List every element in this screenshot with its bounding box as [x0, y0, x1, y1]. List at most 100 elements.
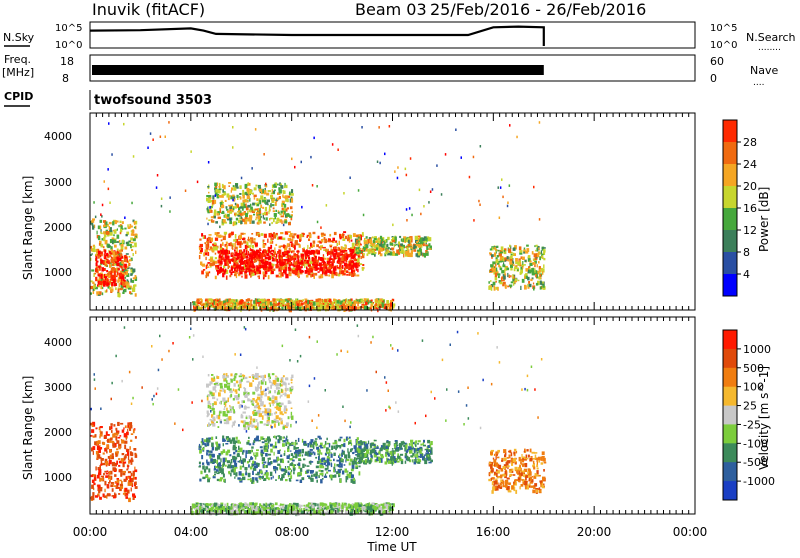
heatmap-cell	[337, 149, 339, 152]
heatmap-cell	[496, 268, 497, 272]
heatmap-cell	[339, 234, 341, 238]
heatmap-cell	[317, 453, 318, 455]
nave-label: Nave	[750, 64, 778, 77]
heatmap-cell	[225, 254, 227, 258]
heatmap-cell	[291, 442, 294, 444]
heatmap-cell	[329, 234, 331, 237]
heatmap-cell	[500, 268, 503, 271]
heatmap-cell	[336, 272, 338, 276]
heatmap-cell	[238, 384, 239, 386]
heatmap-cell	[445, 153, 447, 156]
heatmap-cell	[119, 446, 121, 449]
power-colorbar-label: Power [dB]	[757, 187, 771, 252]
heatmap-cell	[340, 479, 342, 484]
heatmap-cell	[539, 270, 541, 273]
heatmap-cell	[219, 306, 222, 308]
heatmap-cell	[234, 383, 236, 387]
heatmap-cell	[276, 384, 278, 386]
heatmap-cell	[112, 445, 115, 448]
heatmap-cell	[120, 288, 123, 290]
heatmap-cell	[218, 426, 220, 428]
heatmap-cell	[257, 439, 258, 442]
heatmap-cell	[314, 269, 316, 271]
heatmap-cell	[353, 478, 355, 481]
heatmap-cell	[263, 271, 265, 274]
heatmap-cell	[268, 251, 271, 253]
heatmap-cell	[271, 250, 274, 252]
heatmap-cell	[254, 195, 257, 198]
heatmap-cell	[252, 411, 254, 414]
heatmap-cell	[252, 461, 254, 464]
heatmap-cell	[294, 300, 295, 304]
heatmap-cell	[428, 201, 430, 204]
heatmap-cell	[304, 442, 307, 444]
heatmap-cell	[289, 264, 291, 266]
heatmap-cell	[517, 269, 519, 271]
heatmap-cell	[297, 269, 298, 272]
heatmap-cell	[224, 479, 225, 481]
heatmap-cell	[275, 376, 276, 378]
heatmap-cell	[321, 470, 324, 472]
heatmap-cell	[205, 301, 207, 303]
heatmap-cell	[276, 436, 278, 440]
heatmap-cell	[273, 234, 276, 238]
heatmap-cell	[327, 307, 329, 311]
heatmap-cell	[503, 257, 505, 261]
heatmap-cell	[362, 268, 364, 271]
heatmap-cell	[350, 261, 352, 263]
heatmap-cell	[242, 195, 245, 199]
heatmap-cell	[112, 462, 115, 467]
heatmap-cell	[268, 266, 271, 268]
heatmap-cell	[340, 437, 343, 439]
heatmap-cell	[339, 241, 341, 245]
heatmap-cell	[265, 183, 267, 186]
heatmap-cell	[317, 253, 319, 255]
heatmap-cell	[275, 304, 278, 307]
heatmap-cell	[302, 454, 303, 456]
heatmap-cell	[225, 443, 228, 445]
heatmap-cell	[312, 451, 314, 453]
heatmap-cell	[220, 202, 223, 204]
heatmap-cell	[110, 259, 113, 263]
heatmap-cell	[317, 268, 318, 270]
heatmap-cell	[111, 275, 113, 277]
heatmap-cell	[227, 260, 229, 264]
heatmap-cell	[334, 232, 337, 235]
heatmap-cell	[102, 463, 105, 465]
heatmap-cell	[327, 458, 330, 462]
heatmap-cell	[250, 466, 253, 469]
heatmap-cell	[207, 208, 208, 211]
heatmap-cell	[255, 474, 258, 476]
heatmap-cell	[276, 218, 279, 221]
heatmap-cell	[501, 246, 504, 250]
heatmap-cell	[297, 447, 299, 449]
heatmap-cell	[95, 216, 97, 219]
heatmap-cell	[295, 440, 297, 442]
heatmap-cell	[233, 222, 235, 226]
heatmap-cell	[92, 492, 94, 496]
heatmap-cell	[291, 239, 293, 242]
heatmap-cell	[326, 472, 328, 474]
heatmap-cell	[199, 479, 201, 482]
heatmap-cell	[342, 471, 344, 475]
heatmap-cell	[268, 301, 269, 305]
heatmap-cell	[230, 373, 232, 376]
heatmap-cell	[114, 283, 117, 286]
nsearch-legend: ........	[758, 43, 781, 53]
heatmap-cell	[316, 447, 319, 450]
heatmap-cell	[295, 299, 297, 302]
heatmap-cell	[270, 253, 273, 255]
heatmap-cell	[516, 136, 518, 139]
heatmap-cell	[249, 302, 251, 306]
heatmap-cell	[110, 423, 112, 426]
heatmap-cell	[331, 446, 333, 451]
heatmap-cell	[122, 473, 125, 476]
heatmap-cell	[135, 455, 138, 458]
heatmap-cell	[268, 211, 269, 214]
heatmap-cell	[347, 448, 348, 453]
heatmap-cell	[109, 230, 112, 232]
heatmap-cell	[337, 247, 339, 251]
heatmap-cell	[312, 184, 314, 187]
heatmap-cell	[97, 284, 99, 286]
heatmap-cell	[208, 161, 210, 164]
